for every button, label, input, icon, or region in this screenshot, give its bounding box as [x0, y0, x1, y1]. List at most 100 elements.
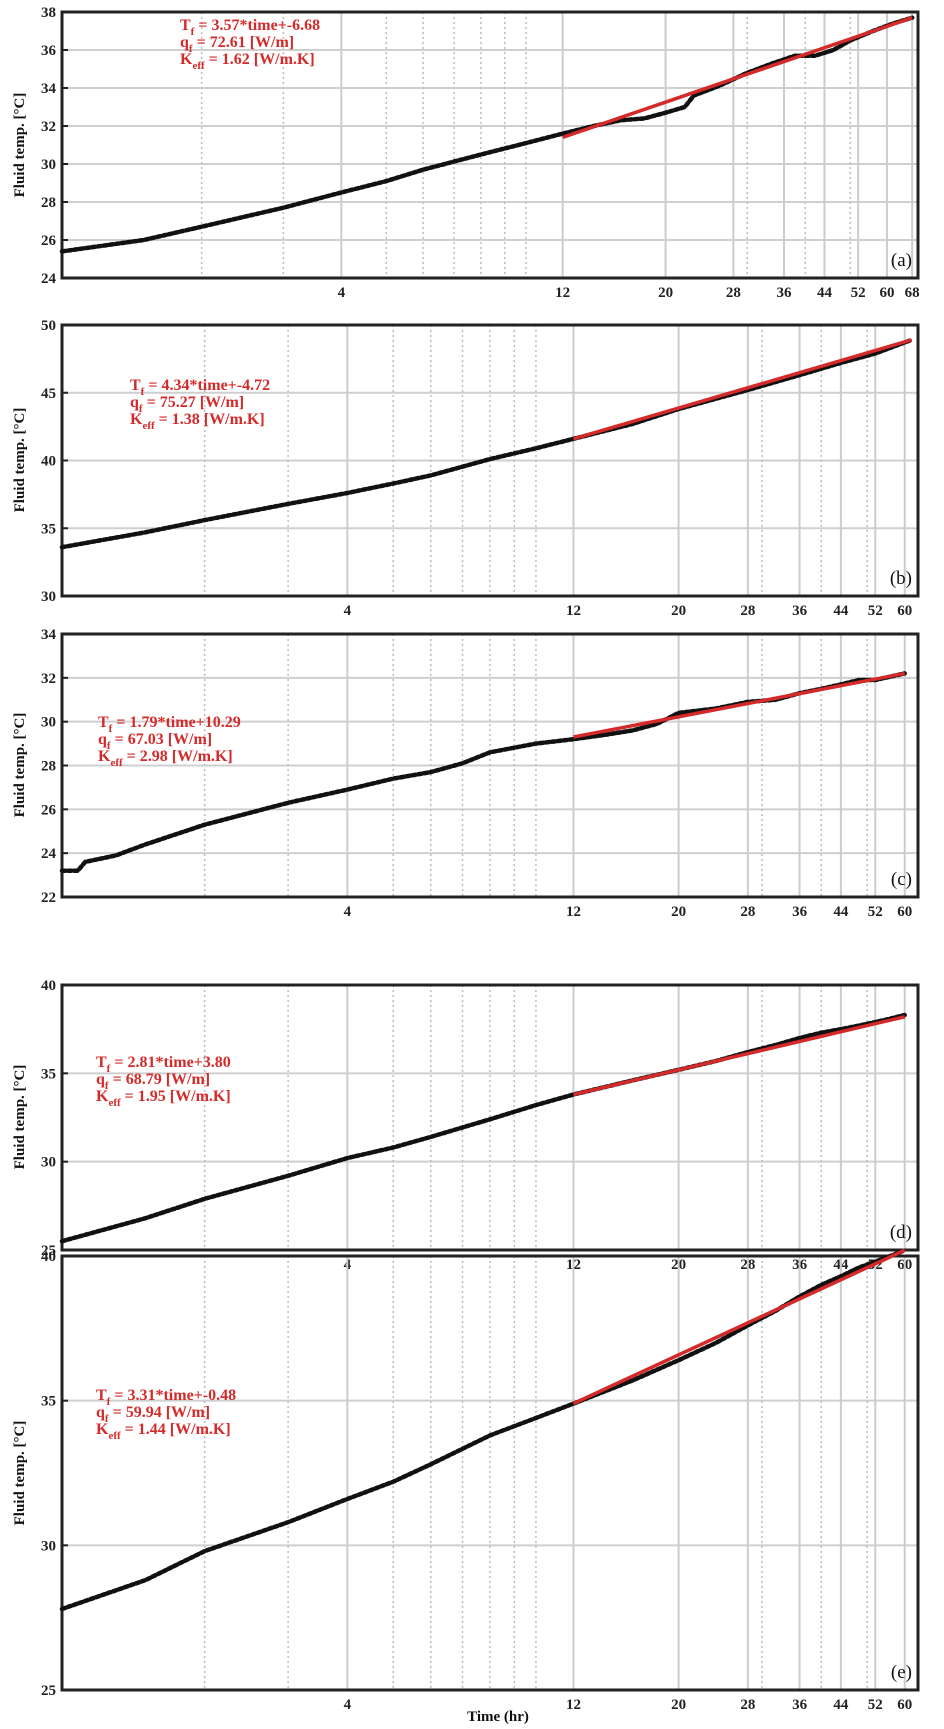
y-tick-label: 40 — [41, 454, 56, 470]
x-tick-label: 36 — [792, 904, 808, 920]
x-tick-label: 20 — [671, 904, 686, 920]
y-tick-label: 30 — [41, 157, 56, 173]
chart-panel-a: 24 26 28 30 32 34 36 38 4 12 20 28 36 44 52 60 68 Fluid t… — [12, 5, 920, 301]
x-tick-label: 52 — [868, 603, 883, 619]
fit-line — [573, 1015, 906, 1097]
x-tick-label: 60 — [897, 1697, 912, 1713]
panel-letter: (d) — [890, 1222, 912, 1243]
chart-panel-c: 22 24 26 28 30 32 34 4 12 20 28 36 44 52 60 Fluid temp.… — [12, 627, 920, 920]
x-tick-label: 60 — [897, 603, 912, 619]
y-axis-label: Fluid temp. [°C] — [12, 713, 28, 818]
x-tick-label: 20 — [658, 285, 673, 301]
plot-frame — [60, 983, 920, 1252]
x-tick-label: 36 — [777, 285, 793, 301]
y-axis-label: Fluid temp. [°C] — [12, 93, 28, 198]
y-tick-label: 34 — [41, 627, 57, 643]
heat-rate-text: qf = 67.03 [W/m] — [98, 731, 212, 752]
heat-rate-text: qf = 72.61 [W/m] — [180, 34, 294, 55]
x-tick-label: 44 — [833, 904, 849, 920]
fit-equation: Tf = 2.81*time+3.80 — [96, 1054, 231, 1075]
fit-line — [572, 1248, 906, 1406]
y-tick-label: 32 — [41, 119, 56, 135]
y-tick-label: 30 — [41, 715, 56, 731]
y-axis-label: Fluid temp. [°C] — [12, 408, 28, 513]
heat-rate-text: qf = 68.79 [W/m] — [96, 1071, 210, 1092]
y-tick-label: 34 — [41, 81, 57, 97]
x-tick-label: 4 — [344, 1697, 352, 1713]
x-tick-label: 60 — [879, 285, 894, 301]
conductivity-text: Keff = 2.98 [W/m.K] — [98, 748, 233, 769]
y-tick-label: 35 — [41, 1394, 56, 1410]
y-tick-label: 35 — [41, 521, 56, 537]
panel-letter: (a) — [891, 250, 912, 271]
y-tick-label: 28 — [41, 195, 56, 211]
fit-equation: Tf = 4.34*time+-4.72 — [130, 377, 270, 398]
x-tick-label: 52 — [868, 904, 883, 920]
y-tick-label: 24 — [41, 846, 57, 862]
plot-frame — [60, 10, 920, 280]
fit-equation: Tf = 3.31*time+-0.48 — [96, 1387, 236, 1408]
x-tick-label: 60 — [897, 904, 912, 920]
measured-data-series — [59, 15, 915, 254]
x-tick-label: 44 — [833, 603, 849, 619]
x-tick-label: 28 — [740, 904, 755, 920]
y-axis-label: Fluid temp. [°C] — [12, 1421, 28, 1526]
fit-equation: Tf = 1.79*time+10.29 — [98, 714, 241, 735]
measured-data-series — [59, 1012, 907, 1244]
y-tick-label: 38 — [41, 5, 56, 21]
y-tick-label: 22 — [41, 890, 56, 906]
x-tick-label: 36 — [792, 603, 808, 619]
panel-letter: (e) — [891, 1662, 912, 1683]
y-tick-label: 30 — [41, 1155, 56, 1171]
x-tick-label: 36 — [792, 1697, 808, 1713]
x-tick-label: 12 — [555, 285, 570, 301]
x-tick-label: 52 — [868, 1697, 883, 1713]
x-tick-label: 4 — [344, 603, 352, 619]
y-tick-label: 50 — [41, 318, 56, 334]
fit-line — [573, 671, 906, 739]
measured-data-series — [59, 1247, 907, 1612]
heat-rate-text: qf = 59.94 [W/m] — [96, 1404, 210, 1425]
x-tick-label: 44 — [817, 285, 833, 301]
y-axis-label: Fluid temp. [°C] — [12, 1065, 28, 1170]
x-tick-label: 4 — [338, 285, 346, 301]
x-tick-label: 12 — [566, 603, 581, 619]
x-tick-label: 20 — [671, 1697, 686, 1713]
x-tick-label: 28 — [740, 603, 755, 619]
measured-data-series — [59, 671, 907, 873]
y-tick-label: 32 — [41, 671, 56, 687]
y-tick-label: 26 — [41, 233, 57, 249]
y-tick-label: 35 — [41, 1066, 56, 1082]
x-tick-label: 68 — [905, 285, 920, 301]
y-tick-label: 45 — [41, 386, 56, 402]
y-tick-label: 36 — [41, 43, 57, 59]
y-tick-label: 25 — [41, 1683, 56, 1699]
x-tick-label: 12 — [566, 904, 581, 920]
y-tick-label: 40 — [41, 978, 56, 994]
x-tick-label: 12 — [566, 1697, 581, 1713]
fit-line — [572, 338, 912, 441]
x-axis-label: Time (hr) — [467, 1709, 529, 1725]
conductivity-text: Keff = 1.62 [W/m.K] — [180, 51, 315, 72]
plot-frame — [60, 1254, 920, 1692]
chart-panel-e: 25 30 35 40 4 12 20 28 36 44 52 60 Fluid temp. [°C] (… — [12, 1247, 920, 1713]
y-tick-label: 25 — [41, 1243, 56, 1259]
y-tick-label: 40 — [41, 1249, 56, 1265]
x-tick-label: 28 — [740, 1697, 755, 1713]
x-tick-label: 52 — [851, 285, 866, 301]
x-tick-label: 44 — [833, 1697, 849, 1713]
heat-rate-text: qf = 75.27 [W/m] — [130, 394, 244, 415]
x-tick-label: 28 — [726, 285, 741, 301]
y-tick-label: 30 — [41, 1538, 56, 1554]
y-tick-label: 24 — [41, 271, 57, 287]
fit-equation: Tf = 3.57*time+-6.68 — [180, 17, 320, 38]
y-tick-label: 26 — [41, 802, 57, 818]
fit-line — [562, 16, 913, 140]
x-tick-label: 20 — [671, 603, 686, 619]
conductivity-text: Keff = 1.38 [W/m.K] — [130, 411, 265, 432]
y-tick-label: 28 — [41, 759, 56, 775]
x-tick-label: 4 — [344, 904, 352, 920]
